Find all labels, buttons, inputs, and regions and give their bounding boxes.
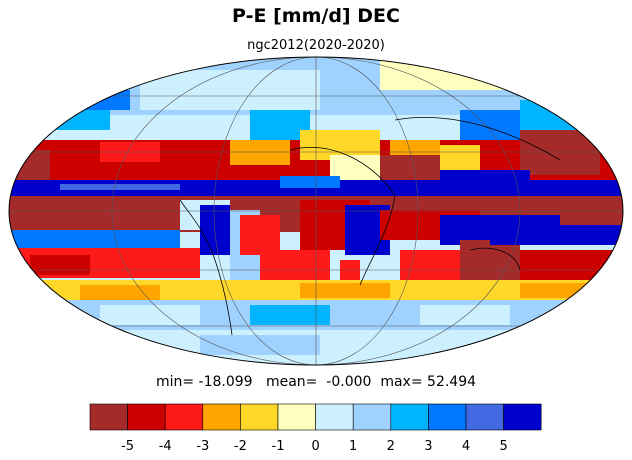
colorbar-tick-label: -2 <box>234 439 247 454</box>
colorbar-tick-label: -3 <box>196 439 209 454</box>
max-label: max= <box>380 374 423 390</box>
colorbar-tick-label: 4 <box>462 439 470 454</box>
min-value: -18.099 <box>198 374 253 390</box>
mean-label: mean= <box>265 374 318 390</box>
colorbar-box <box>164 403 204 431</box>
colorbar-box <box>465 403 504 431</box>
colorbar-box <box>202 403 241 431</box>
colorbar-box <box>127 403 166 431</box>
max-value: 52.494 <box>427 374 477 390</box>
colorbar-ticks: -5 -4 -3 -2 -1 0 1 2 3 4 5 <box>121 439 508 454</box>
coastlines <box>179 117 561 336</box>
map-title: P-E [mm/d] DEC <box>232 5 400 27</box>
colorbar-tick-label: 2 <box>387 439 395 454</box>
colorbar-tick-label: 1 <box>349 439 357 454</box>
colorbar-box <box>240 403 279 431</box>
colorbar-box <box>428 403 467 431</box>
graticule <box>9 57 623 365</box>
colorbar-boxes <box>89 403 542 431</box>
map-border <box>8 56 624 366</box>
colorbar-box <box>352 403 392 431</box>
colorbar-box <box>390 403 429 431</box>
map-statistics: min= -18.099 mean= -0.000 max= 52.494 <box>0 374 632 390</box>
colorbar-tick-label: -4 <box>159 439 172 454</box>
colorbar-tick-label: -1 <box>272 439 285 454</box>
map-subtitle: ngc2012(2020-2020) <box>247 38 385 53</box>
colorbar-tick-label: 3 <box>424 439 432 454</box>
colorbar-tick-label: -5 <box>121 439 134 454</box>
colorbar-tick-label: 0 <box>311 439 319 454</box>
mean-value: -0.000 <box>326 374 372 390</box>
colorbar-box <box>315 403 354 431</box>
colorbar-box <box>89 403 128 431</box>
min-label: min= <box>155 374 195 390</box>
colorbar-tick-label: 5 <box>499 439 507 454</box>
colorbar-box <box>503 403 542 431</box>
colorbar-box <box>277 403 316 431</box>
